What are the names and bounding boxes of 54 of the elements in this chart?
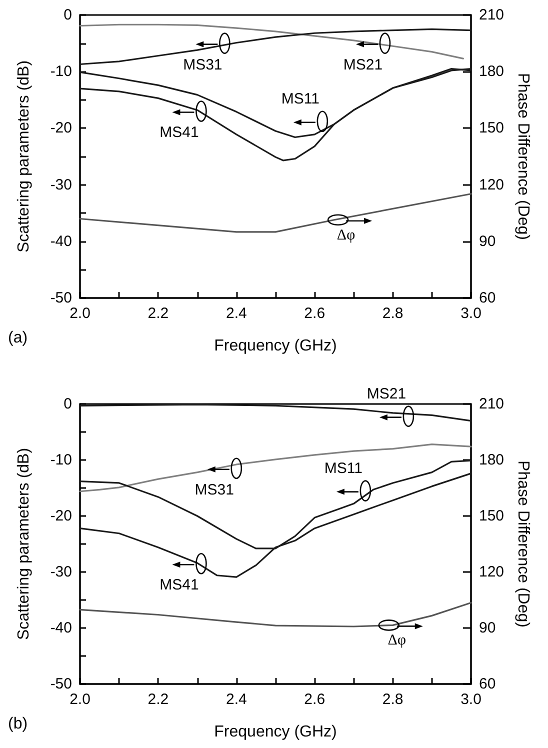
text: (a) — [8, 330, 28, 346]
x-tick-label: 2.8 — [382, 305, 404, 322]
x-tick-label: 2.6 — [304, 305, 326, 322]
annotation: Δφ — [388, 632, 406, 649]
y2-tick-label: 180 — [479, 63, 504, 80]
x-tick-label: 2.0 — [70, 691, 90, 708]
y2-tick-label: 90 — [479, 232, 496, 250]
x-tick-label: 2.2 — [148, 305, 169, 322]
y-axis-title: Scattering parameters (dB) — [16, 448, 32, 640]
annotation: MS11 — [324, 460, 362, 477]
x-tick-label: 2.4 — [226, 305, 247, 322]
y-tick-label: -10 — [50, 452, 72, 468]
y-axis-title: Scattering parameters (dB) — [16, 60, 32, 253]
y-tick-label: -30 — [50, 564, 72, 580]
annotation: Δφ — [336, 227, 356, 244]
x-tick-label: 3.0 — [460, 305, 482, 322]
y-tick-label: -30 — [50, 176, 72, 194]
annotation: MS21 — [343, 56, 383, 74]
x-tick-label: 2.8 — [382, 691, 404, 708]
y2-axis-title: Phase Difference (Deg) — [514, 460, 532, 628]
annotation: MS11 — [281, 90, 320, 108]
x-tick-label: 2.4 — [226, 691, 247, 708]
annotation: MS41 — [160, 576, 199, 594]
y-tick-label: -40 — [50, 620, 72, 636]
x-axis-title: Frequency (GHz) — [214, 724, 337, 740]
annotation: MS41 — [160, 124, 199, 142]
y-tick-label: -20 — [50, 508, 72, 524]
y-tick-label: -20 — [50, 120, 72, 137]
y2-tick-label: 180 — [479, 452, 504, 468]
y2-tick-label: 210 — [479, 6, 504, 24]
y2-tick-label: 60 — [479, 676, 496, 692]
text: (b) — [8, 716, 28, 732]
y-tick-label: -40 — [50, 232, 72, 250]
x-tick-label: 3.0 — [460, 691, 482, 708]
y2-tick-label: 60 — [479, 290, 496, 306]
y2-tick-label: 150 — [479, 508, 504, 524]
y2-axis-title: Phase Difference (Deg) — [514, 73, 532, 240]
y2-tick-label: 90 — [479, 620, 496, 636]
x-axis-title: Frequency (GHz) — [214, 338, 337, 354]
x-tick-label: 2.0 — [70, 305, 90, 322]
y-tick-label: 0 — [64, 6, 72, 24]
x-tick-label: 2.6 — [304, 691, 326, 708]
y2-tick-label: 150 — [479, 120, 504, 137]
y2-tick-label: 120 — [479, 176, 504, 194]
y-tick-label: -10 — [50, 63, 72, 80]
y2-tick-label: 210 — [479, 396, 504, 412]
y-tick-label: -50 — [50, 290, 72, 306]
annotation: MS31 — [183, 56, 222, 74]
y-tick-label: -50 — [50, 676, 72, 692]
y-tick-label: 0 — [64, 396, 72, 412]
annotation: MS31 — [194, 481, 234, 498]
x-tick-label: 2.2 — [148, 691, 169, 708]
y2-tick-label: 120 — [479, 564, 504, 580]
annotation: MS21 — [366, 385, 406, 402]
